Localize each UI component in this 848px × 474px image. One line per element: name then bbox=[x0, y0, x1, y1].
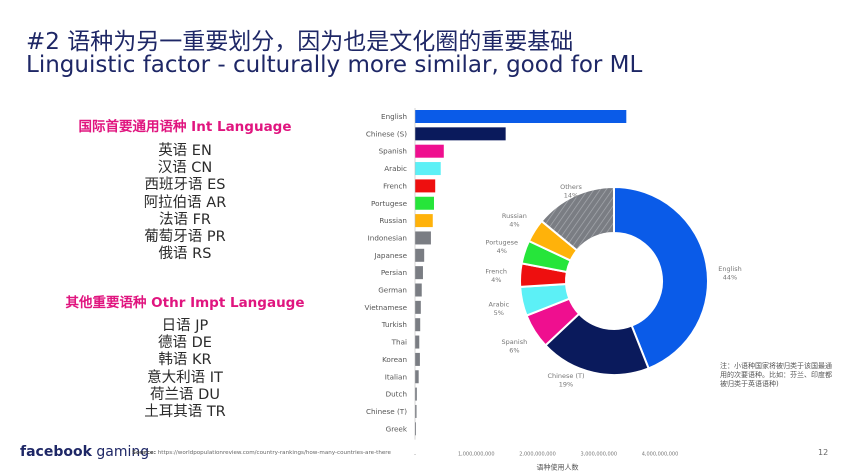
bar-category-label: French bbox=[383, 181, 407, 190]
intl-language-heading: 国际首要通用语种 Int Language bbox=[78, 119, 292, 135]
donut-slice-label: Arabic bbox=[489, 301, 510, 309]
bar-category-label: Arabic bbox=[384, 164, 407, 173]
bar bbox=[415, 144, 444, 158]
bar bbox=[415, 352, 420, 366]
intl-language-list: 英语 EN 汉语 CN 西班牙语 ES 阿拉伯语 AR 法语 FR 葡萄牙语 P… bbox=[0, 143, 370, 263]
bar bbox=[415, 110, 627, 123]
donut-slice-label: Chinese (T) bbox=[547, 372, 584, 380]
bar bbox=[415, 179, 436, 193]
bar-x-tick-label: 3,000,000,000 bbox=[580, 452, 617, 458]
donut-slice-percent: 4% bbox=[509, 220, 519, 228]
bar bbox=[415, 162, 441, 176]
bar bbox=[415, 422, 416, 436]
logo-facebook: facebook bbox=[20, 444, 92, 460]
donut-slice-label: Others bbox=[560, 183, 582, 191]
bar bbox=[415, 370, 419, 384]
bar bbox=[415, 127, 506, 141]
donut-slice bbox=[613, 185, 709, 370]
source-label: Source: bbox=[132, 450, 156, 456]
intl-language-item: 西班牙语 ES bbox=[144, 177, 226, 194]
intl-language-item: 阿拉伯语 AR bbox=[143, 194, 227, 211]
other-language-item: 日语 JP bbox=[161, 318, 209, 334]
bar bbox=[415, 387, 417, 401]
bar-category-label: Spanish bbox=[379, 147, 407, 156]
bar-category-label: Chinese (S) bbox=[366, 129, 407, 138]
bar bbox=[415, 300, 421, 314]
donut-slice-percent: 44% bbox=[723, 274, 737, 282]
bar-category-label: Thai bbox=[391, 338, 407, 347]
donut-slice-percent: 4% bbox=[497, 247, 507, 255]
bar-category-label: Portugese bbox=[371, 199, 408, 208]
other-language-item: 德语 DE bbox=[158, 335, 212, 352]
other-language-item: 土耳其语 TR bbox=[144, 404, 226, 421]
other-language-item: 韩语 KR bbox=[158, 352, 212, 369]
bar-category-label: Italian bbox=[385, 372, 407, 381]
bar-category-label: Japanese bbox=[373, 251, 407, 260]
bar-category-label: Indonesian bbox=[368, 233, 407, 242]
intl-language-item: 葡萄牙语 PR bbox=[144, 229, 226, 246]
intl-language-item: 俄语 RS bbox=[158, 246, 212, 263]
bar bbox=[415, 404, 417, 418]
bar-x-axis-label: 语种使用人数 bbox=[537, 463, 579, 472]
donut-slice-percent: 19% bbox=[559, 381, 573, 389]
bar-category-label: Korean bbox=[382, 355, 407, 364]
source-url: https://worldpopulationreview.com/countr… bbox=[155, 450, 391, 456]
bar-category-label: Turkish bbox=[381, 320, 407, 329]
page-title-en: Linguistic factor - culturally more simi… bbox=[26, 52, 643, 78]
bar bbox=[415, 335, 420, 349]
other-language-item: 意大利语 IT bbox=[147, 369, 223, 386]
bar-category-label: German bbox=[378, 286, 407, 295]
donut-slice-percent: 6% bbox=[509, 347, 519, 355]
source-citation: Source: https://worldpopulationreview.co… bbox=[132, 450, 391, 456]
bar-category-label: Chinese (T) bbox=[366, 407, 407, 416]
logo-gaming: gaming bbox=[91, 444, 150, 460]
donut-slice-label: Russian bbox=[502, 212, 527, 220]
donut-slice-percent: 5% bbox=[494, 309, 504, 317]
intl-language-item: 英语 EN bbox=[158, 143, 212, 159]
bar-category-label: Russian bbox=[379, 216, 407, 225]
other-language-item: 荷兰语 DU bbox=[150, 386, 220, 403]
bar-x-tick-label: 2,000,000,000 bbox=[519, 452, 556, 458]
bar bbox=[415, 214, 433, 228]
bar-x-tick-label: - bbox=[414, 452, 416, 458]
footnote: 注：小语种国家将被归类于该国最通用的次要语种。比如：芬兰、印度都被归类于英语语种… bbox=[720, 362, 832, 388]
donut-slice-label: English bbox=[718, 265, 741, 273]
intl-language-item: 汉语 CN bbox=[157, 160, 213, 177]
bar bbox=[415, 231, 431, 245]
facebook-gaming-logo: facebook gaming bbox=[20, 444, 149, 460]
donut-slice bbox=[540, 185, 615, 252]
bar bbox=[415, 248, 425, 262]
bar-x-tick-label: 4,000,000,000 bbox=[642, 452, 679, 458]
donut-slice-label: French bbox=[485, 268, 507, 276]
bar-category-label: Greek bbox=[386, 424, 408, 433]
bar-category-label: Vietnamese bbox=[364, 303, 407, 312]
page-number: 12 bbox=[818, 448, 829, 457]
bar bbox=[415, 196, 434, 210]
donut-slice-percent: 14% bbox=[564, 192, 578, 200]
other-language-heading: 其他重要语种 Othr Impt Langauge bbox=[65, 295, 305, 311]
bar bbox=[415, 283, 422, 297]
bar-category-label: English bbox=[381, 112, 407, 121]
bar bbox=[415, 318, 421, 332]
page-title-cn: #2 语种为另一重要划分，因为也是文化圈的重要基础 bbox=[26, 29, 574, 55]
donut-slice-percent: 4% bbox=[491, 276, 501, 284]
bar-x-tick-label: 1,000,000,000 bbox=[458, 452, 495, 458]
bar-category-label: Dutch bbox=[386, 390, 407, 399]
other-language-list: 日语 JP 德语 DE 韩语 KR 意大利语 IT 荷兰语 DU 土耳其语 TR bbox=[0, 318, 370, 421]
intl-language-item: 法语 FR bbox=[158, 211, 212, 228]
bar bbox=[415, 266, 423, 280]
donut-slice-label: Spanish bbox=[502, 338, 528, 346]
bar-category-label: Persian bbox=[381, 268, 407, 277]
donut-slice-label: Portugese bbox=[486, 239, 519, 247]
